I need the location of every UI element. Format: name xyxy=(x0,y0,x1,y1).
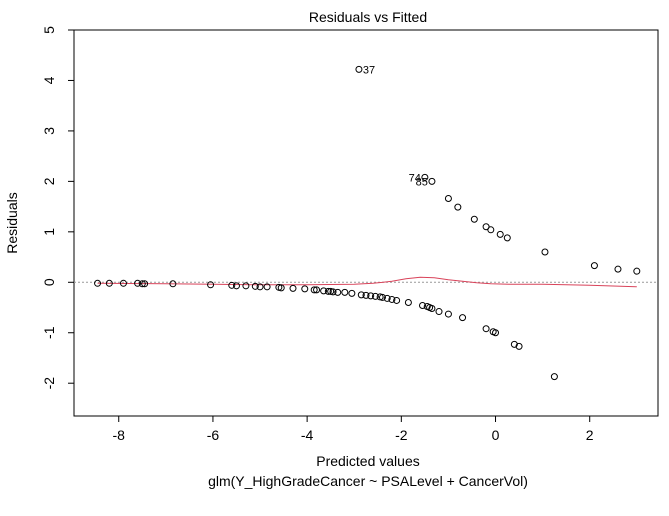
data-point xyxy=(487,226,495,234)
data-point xyxy=(503,234,511,242)
data-point xyxy=(263,283,271,291)
data-point xyxy=(105,279,113,287)
y-tick-label: 5 xyxy=(41,26,57,34)
data-point xyxy=(232,282,240,290)
data-point xyxy=(515,342,523,350)
labeled-point xyxy=(428,177,436,185)
data-points xyxy=(94,65,641,381)
data-point xyxy=(378,293,386,301)
data-point xyxy=(94,279,102,287)
data-point xyxy=(141,280,149,288)
data-point xyxy=(324,287,332,295)
axes: -8 -6 -4 -2 0 2 -2 -1 0 1 2 3 4 5 xyxy=(41,26,594,443)
data-point xyxy=(277,284,285,292)
data-point xyxy=(590,262,598,270)
data-point xyxy=(251,282,259,290)
data-point xyxy=(496,230,504,238)
data-point xyxy=(348,289,356,297)
data-point xyxy=(428,305,436,313)
smooth-line xyxy=(97,276,637,288)
data-point xyxy=(134,279,142,287)
x-tick-label: -6 xyxy=(207,427,220,443)
plot-frame xyxy=(73,29,659,417)
data-point xyxy=(371,292,379,300)
y-tick-label: -1 xyxy=(41,326,57,339)
data-point xyxy=(228,281,236,289)
data-point xyxy=(367,292,375,300)
data-point xyxy=(541,248,549,256)
data-point xyxy=(444,195,452,203)
data-point xyxy=(404,298,412,306)
data-point xyxy=(388,295,396,303)
data-point xyxy=(320,287,328,295)
data-point xyxy=(357,291,365,299)
point-label: 85 xyxy=(416,176,428,188)
data-point xyxy=(313,286,321,294)
data-point xyxy=(289,284,297,292)
y-tick-label: -2 xyxy=(41,377,57,390)
data-point xyxy=(444,310,452,318)
data-point xyxy=(329,288,337,296)
y-tick-label: 4 xyxy=(41,76,57,84)
model-formula: glm(Y_HighGradeCancer ~ PSALevel + Cance… xyxy=(208,473,528,489)
data-point xyxy=(301,285,309,293)
data-point xyxy=(614,265,622,273)
data-point xyxy=(310,286,318,294)
y-axis-label: Residuals xyxy=(4,192,20,253)
data-point xyxy=(119,279,127,287)
y-tick-label: 3 xyxy=(41,127,57,135)
data-point xyxy=(633,267,641,275)
chart-title: Residuals vs Fitted xyxy=(309,9,427,25)
y-tick-label: 2 xyxy=(41,177,57,185)
data-point xyxy=(470,215,478,223)
data-point xyxy=(207,281,215,289)
data-point xyxy=(510,340,518,348)
data-point xyxy=(393,296,401,304)
data-point xyxy=(383,294,391,302)
data-point xyxy=(169,280,177,288)
point-label: 74 xyxy=(409,172,421,184)
data-point xyxy=(362,291,370,299)
labeled-point xyxy=(421,173,429,181)
data-point xyxy=(459,314,467,322)
data-point xyxy=(435,308,443,316)
x-tick-label: -2 xyxy=(395,427,408,443)
data-point xyxy=(419,301,427,309)
data-point xyxy=(334,288,342,296)
data-point xyxy=(454,203,462,211)
data-point xyxy=(550,373,558,381)
labeled-point xyxy=(355,65,363,73)
x-tick-label: 0 xyxy=(492,427,500,443)
x-tick-label: -4 xyxy=(301,427,314,443)
data-point xyxy=(482,325,490,333)
x-axis-label: Predicted values xyxy=(316,453,420,469)
data-point xyxy=(256,283,264,291)
x-tick-label: -8 xyxy=(113,427,126,443)
data-point xyxy=(492,329,500,337)
data-point xyxy=(138,280,146,288)
data-point xyxy=(341,288,349,296)
y-tick-label: 0 xyxy=(41,278,57,286)
x-tick-label: 2 xyxy=(586,427,594,443)
y-tick-label: 1 xyxy=(41,228,57,236)
data-point xyxy=(242,282,250,290)
point-label: 37 xyxy=(363,64,375,76)
